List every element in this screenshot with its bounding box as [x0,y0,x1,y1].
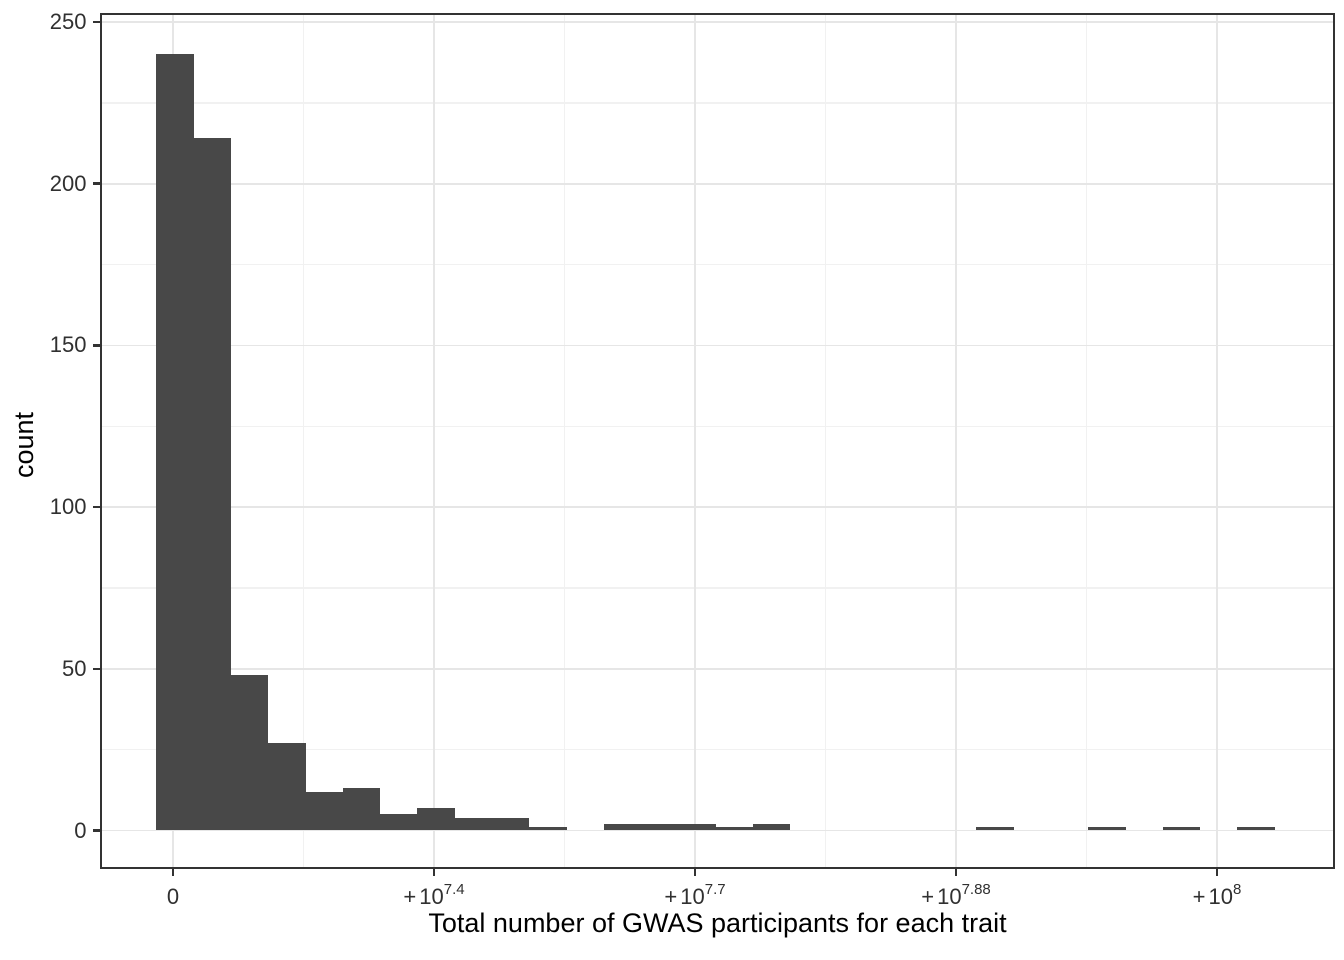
x-tick-label-exponent: 7.88 [961,880,991,898]
histogram-bar [1088,827,1126,831]
x-tick [1215,868,1219,876]
gridline-y-major [102,182,1333,185]
x-tick [954,868,958,876]
x-tick-label-base: +10 [403,884,444,909]
y-tick [92,20,102,24]
x-tick-label-exponent: 7.4 [443,880,465,898]
histogram-bar [678,824,716,831]
histogram-bar [640,824,679,831]
x-tick-label-base: 0 [166,884,180,909]
x-tick-label-exponent: 7.7 [704,880,726,898]
y-tick [92,829,102,832]
x-tick [693,868,697,876]
y-tick [92,182,102,185]
x-tick-label: +108 [1192,880,1242,910]
x-tick-label-base: +10 [664,884,705,909]
y-tick-label: 250 [49,9,87,34]
x-tick-label-exponent: 8 [1233,880,1242,898]
histogram-bar [1237,827,1276,831]
histogram-bar [752,824,791,831]
histogram-bar [379,814,418,831]
gridline-x-minor [824,15,827,867]
gridline-y-major [102,21,1333,23]
gridline-y-minor [102,102,1333,104]
histogram-bar [417,807,455,831]
y-tick [92,505,102,509]
gridline-x-major [433,15,435,867]
histogram-bar [715,827,754,831]
histogram-bar [156,54,194,831]
gridline-x-minor [1085,15,1088,867]
gridline-x-major [694,15,696,867]
y-tick [92,344,102,347]
x-tick-label-base: +10 [921,884,962,909]
histogram-bar [193,138,232,831]
x-axis-title: Total number of GWAS participants for ea… [428,908,1007,938]
histogram-bar [305,791,343,831]
x-tick-label: +107.7 [664,880,726,910]
histogram-bar [1162,827,1201,831]
y-axis-title: count [9,411,39,479]
histogram-bar [268,743,306,831]
gridline-y-minor [102,263,1333,266]
y-tick-label: 0 [74,817,87,843]
histogram-bar [603,824,642,831]
x-tick [171,868,175,876]
gridline-y-major [102,829,1333,832]
y-tick-label: 150 [49,332,87,358]
plot-panel-border [100,13,1335,869]
y-tick-label: 200 [49,170,87,196]
gridline-x-major [1216,15,1218,867]
x-tick-label-base: +10 [1192,884,1233,909]
gridline-y-minor [102,587,1333,589]
x-tick-label: 0 [167,884,179,910]
histogram-bar [529,827,567,831]
gridline-y-minor [102,748,1333,751]
histogram-bar [230,675,269,831]
histogram-bar [342,788,381,831]
gridline-x-minor [563,15,566,867]
histogram-bar [454,817,493,831]
gridline-x-minor [302,15,305,867]
histogram-bar [976,827,1015,831]
x-tick-label: +107.4 [403,880,465,910]
gridline-y-minor [102,425,1333,427]
gridline-x-major [955,15,957,867]
y-tick [92,667,102,671]
y-tick-label: 50 [62,655,87,681]
gridline-y-major [102,667,1333,670]
x-tick [432,868,436,876]
gridline-y-major [102,506,1333,508]
y-tick-label: 100 [49,494,87,520]
x-tick-label: +107.88 [921,880,991,910]
gridline-y-major [102,344,1333,347]
histogram-bar [491,817,530,831]
